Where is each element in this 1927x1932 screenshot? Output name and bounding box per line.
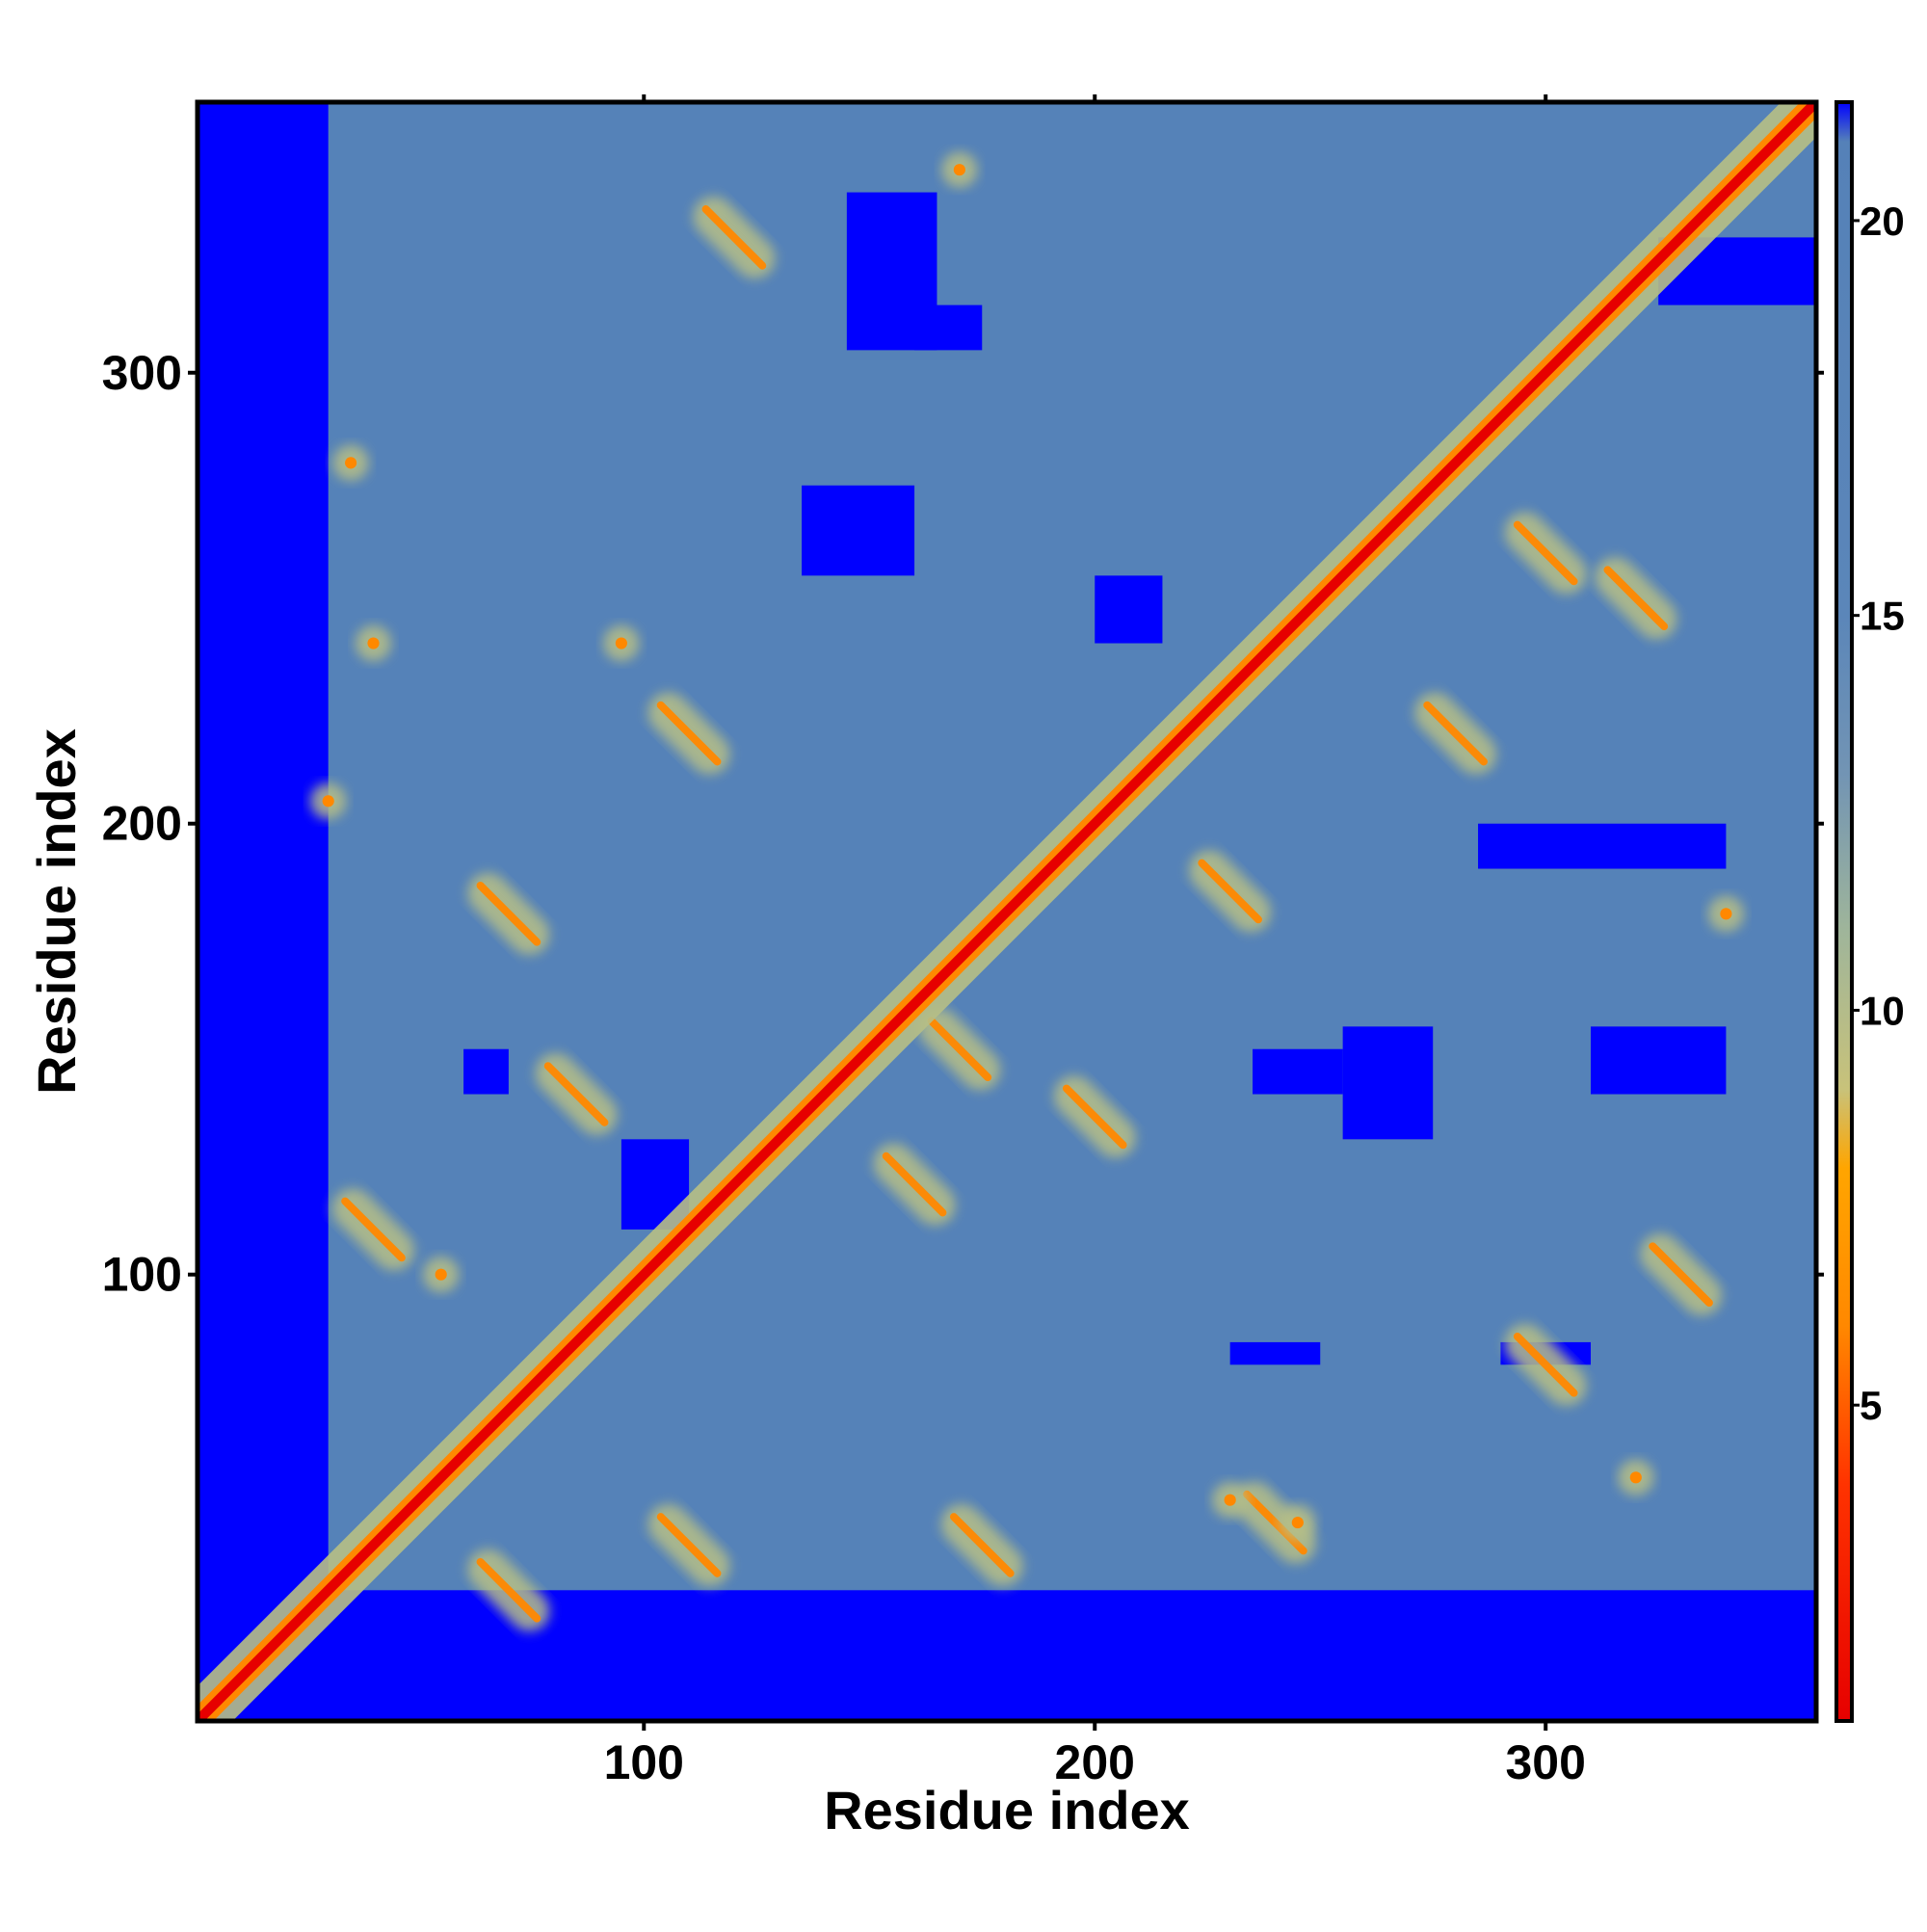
contact-stripe (467, 1548, 550, 1631)
far-distance-regions (198, 102, 1816, 1721)
far-region (198, 1590, 1816, 1721)
diagonal-band (198, 102, 1816, 1721)
colorbar-tick-label: 15 (1860, 594, 1905, 639)
far-region (802, 485, 915, 576)
contact-core (701, 205, 767, 270)
contact-features (309, 151, 1745, 1631)
x-tick-label: 200 (1055, 1735, 1135, 1789)
contact-stripe (1414, 692, 1497, 775)
y-tick-label: 300 (102, 346, 182, 400)
contact-stripe (1640, 1233, 1723, 1316)
contact-core (543, 1062, 609, 1126)
contact-stripe (1053, 1075, 1136, 1158)
colorbar: 5 10 15 20 (1835, 100, 1905, 1723)
contact-core (1603, 566, 1669, 631)
far-region (198, 102, 329, 1721)
y-tick-label: 200 (102, 797, 182, 851)
contact-stripe (918, 1008, 1001, 1091)
contact-core (1649, 1242, 1713, 1308)
x-axis-title: Residue index (824, 1780, 1190, 1840)
contact-stripe (1595, 557, 1677, 640)
colorbar-tick-label: 10 (1860, 988, 1905, 1033)
contact-stripe (693, 196, 776, 278)
far-region (1342, 1026, 1434, 1140)
far-region (1591, 1026, 1727, 1095)
contact-core (341, 1197, 406, 1262)
contact-core (1513, 1332, 1578, 1397)
x-tick-label: 300 (1506, 1735, 1586, 1789)
far-region (463, 1048, 509, 1095)
contact-stripe (873, 1143, 956, 1226)
colorbar-tick-label: 5 (1860, 1383, 1882, 1428)
contact-core (476, 882, 541, 946)
y-tick-label: 100 (102, 1248, 182, 1302)
heatmap-plot-area (198, 102, 1816, 1721)
plot-frame (195, 99, 1819, 1724)
contact-stripe (535, 1052, 618, 1136)
far-region (1253, 1048, 1343, 1095)
contact-stripe (940, 1503, 1023, 1587)
x-axis-ticks: 100 200 300 (604, 94, 1586, 1789)
colorbar-scale (1835, 100, 1854, 1723)
contact-spot (953, 164, 965, 176)
contact-spot (1629, 1471, 1642, 1484)
contact-spot (1224, 1494, 1236, 1506)
contact-spot (1291, 1517, 1304, 1529)
contact-core (1423, 701, 1488, 766)
far-region (1478, 823, 1727, 869)
contact-spot (367, 637, 380, 649)
contact-core (476, 1557, 541, 1623)
contact-core (1062, 1084, 1127, 1150)
contact-spot (435, 1268, 447, 1281)
contact-core (927, 1017, 992, 1082)
contact-stripe (467, 872, 550, 955)
contact-core (949, 1513, 1015, 1577)
contact-stripe (1189, 850, 1272, 933)
contact-stripe (1504, 512, 1587, 595)
contact-core (1198, 859, 1262, 924)
y-axis-title: Residue index (26, 728, 87, 1095)
contact-core (882, 1151, 947, 1217)
far-region (1095, 575, 1163, 644)
contact-stripe (647, 1503, 730, 1587)
y-axis-ticks: 100 200 300 (102, 346, 1824, 1302)
contact-stripe (647, 692, 730, 775)
colorbar-ticks: 5 10 15 20 (1852, 198, 1905, 1428)
colorbar-tick-label: 20 (1860, 198, 1905, 244)
contact-stripe (331, 1188, 415, 1271)
contact-spot (615, 637, 627, 649)
contact-core (1513, 520, 1578, 586)
contact-spot (322, 795, 334, 807)
contact-core (656, 1513, 722, 1577)
x-tick-label: 100 (604, 1735, 684, 1789)
far-region (1229, 1341, 1321, 1365)
diagonal-core (198, 102, 1816, 1721)
contact-spot (1720, 908, 1732, 920)
contact-core (656, 701, 722, 766)
contact-spot (345, 457, 357, 469)
contact-stripe (1504, 1323, 1587, 1406)
far-region (914, 304, 983, 351)
